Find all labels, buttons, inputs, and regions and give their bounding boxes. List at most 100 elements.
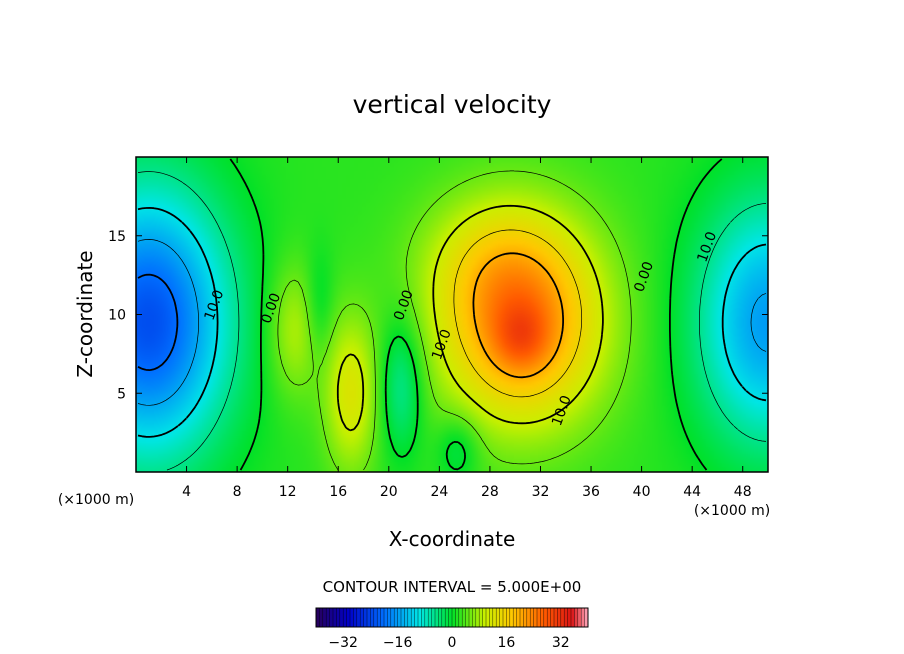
y-tick-label: 10 [108, 308, 126, 324]
colorbar-cell [326, 608, 331, 627]
x-tick-label: 16 [329, 484, 347, 500]
colorbar-cell [533, 608, 538, 627]
colorbar-cell [516, 608, 521, 627]
colorbar-cell [339, 608, 344, 627]
colorbar-cell [571, 608, 575, 627]
colorbar-cell [567, 608, 572, 627]
colorbar-cell [329, 608, 334, 627]
colorbar-cell [550, 608, 555, 627]
colorbar-cell [390, 608, 395, 627]
colorbar: −32 −16 0 16 32 [315, 607, 589, 651]
colorbar-cell [577, 608, 582, 627]
colorbar-cell [445, 608, 450, 627]
colorbar-cell [414, 608, 419, 627]
x-unit-label-left: (×1000 m) [58, 492, 134, 508]
x-tick-label: 44 [683, 484, 701, 500]
colorbar-cell [455, 608, 460, 627]
contour-interval: CONTOUR INTERVAL = 5.000E+00 [323, 578, 582, 596]
x-tick-label: 48 [734, 484, 752, 500]
colorbar-cell [424, 608, 429, 627]
colorbar-cell [526, 608, 531, 627]
contour-line-neg5 [137, 171, 767, 471]
colorbar-cell [336, 608, 341, 627]
x-tick-label: 24 [430, 484, 448, 500]
colorbar-cell [581, 608, 586, 627]
colorbar-tick-label: −32 [328, 635, 358, 651]
colorbar-cell [465, 608, 470, 627]
contour-line-neg20 [137, 273, 179, 371]
colorbar-cells [316, 608, 589, 627]
colorbar-tick-label: 0 [448, 635, 457, 651]
y-axis-label: Z-coordinate [73, 250, 97, 377]
contour-line-20 [472, 252, 564, 379]
y-tick-label: 15 [108, 229, 126, 245]
x-tick-label: 28 [481, 484, 499, 500]
contour-line-neg15 [137, 239, 767, 406]
colorbar-cell [401, 608, 405, 627]
y-axis: 5 10 15 [108, 229, 768, 402]
heatmap-field [136, 157, 768, 472]
colorbar-cell [343, 608, 348, 627]
colorbar-cell [346, 608, 351, 627]
colorbar-tick-label: 32 [552, 635, 570, 651]
x-tick-label: 40 [633, 484, 651, 500]
colorbar-cell [560, 608, 565, 627]
colorbar-cell [350, 608, 354, 627]
colorbar-cell [428, 608, 433, 627]
colorbar-cell [377, 608, 382, 627]
colorbar-cell [418, 608, 422, 627]
colorbar-cell [489, 608, 494, 627]
colorbar-cell [564, 608, 569, 627]
colorbar-cell [547, 608, 552, 627]
colorbar-cell [380, 608, 385, 627]
colorbar-cell [523, 608, 528, 627]
colorbar-cell [435, 608, 439, 627]
colorbar-cell [370, 608, 375, 627]
colorbar-cell [333, 608, 337, 627]
colorbar-cell [475, 608, 480, 627]
colorbar-cell [431, 608, 436, 627]
colorbar-cell [520, 608, 524, 627]
colorbar-tick-label: −16 [383, 635, 413, 651]
colorbar-frame [315, 607, 589, 628]
colorbar-cell [319, 608, 324, 627]
colorbar-cell [472, 608, 477, 627]
colorbar-cell [363, 608, 368, 627]
y-tick-label: 5 [117, 386, 126, 402]
colorbar-cell [509, 608, 514, 627]
colorbar-cell [387, 608, 392, 627]
colorbar-cell [482, 608, 487, 627]
colorbar-cell [360, 608, 365, 627]
colorbar-cell [513, 608, 518, 627]
x-axis: 4 8 12 16 20 24 28 32 36 40 44 48 [182, 157, 752, 500]
contour-line-5 [277, 170, 632, 471]
x-axis-label: X-coordinate [389, 527, 516, 551]
colorbar-cell [421, 608, 426, 627]
colorbar-cell [462, 608, 467, 627]
colorbar-cell [540, 608, 545, 627]
colorbar-cell [438, 608, 443, 627]
colorbar-cell [458, 608, 463, 627]
colorbar-cell [492, 608, 497, 627]
x-tick-label: 4 [182, 484, 191, 500]
colorbar-cell [316, 608, 320, 627]
colorbar-cell [479, 608, 484, 627]
colorbar-cell [356, 608, 361, 627]
colorbar-cell [441, 608, 446, 627]
colorbar-cell [503, 608, 507, 627]
colorbar-cell [574, 608, 579, 627]
x-tick-label: 36 [582, 484, 600, 500]
colorbar-cell [506, 608, 511, 627]
colorbar-cell [543, 608, 548, 627]
colorbar-ticks: −32 −16 0 16 32 [328, 635, 569, 651]
x-tick-label: 32 [532, 484, 550, 500]
contour-line-neg10 [137, 207, 767, 438]
colorbar-cell [384, 608, 388, 627]
colorbar-cell [486, 608, 490, 627]
x-tick-label: 8 [233, 484, 242, 500]
colorbar-cell [353, 608, 358, 627]
colorbar-cell [499, 608, 504, 627]
colorbar-cell [452, 608, 456, 627]
